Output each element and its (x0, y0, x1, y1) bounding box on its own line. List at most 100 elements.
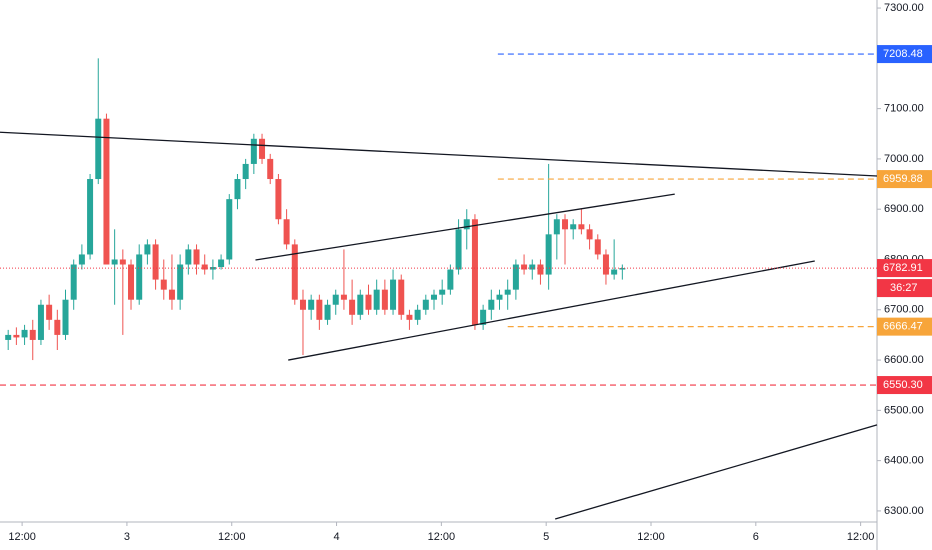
x-tick-label: 5 (543, 531, 549, 543)
candle-body (545, 234, 552, 275)
candle-body (340, 294, 347, 300)
candle-body (562, 219, 569, 230)
trend-line (555, 424, 878, 520)
candle-body (242, 163, 249, 180)
price-tag-label: 6782.91 (883, 262, 923, 274)
candle-body (447, 269, 454, 290)
candle-body (209, 267, 216, 270)
y-tick-label: 7300.00 (884, 2, 924, 14)
candle-body (471, 219, 478, 325)
y-tick-label: 6400.00 (884, 455, 924, 467)
candle-body (78, 254, 85, 265)
candle-body (406, 314, 413, 320)
candle-body (373, 289, 380, 310)
candle-body (586, 229, 593, 240)
candle-body (29, 329, 36, 340)
candle-body (422, 299, 429, 310)
candle-body (62, 299, 69, 335)
x-tick-label: 3 (124, 531, 130, 543)
candle-body (570, 224, 577, 230)
candle-body (349, 299, 356, 315)
candle-body (111, 259, 118, 265)
y-tick-label: 6500.00 (884, 404, 924, 416)
candle-body (291, 244, 298, 300)
countdown-label: 36:27 (890, 282, 918, 294)
candle-body (193, 249, 200, 265)
candle-body (5, 334, 12, 340)
price-tag-label: 6550.30 (883, 379, 923, 391)
candle-body (611, 269, 618, 275)
candle-body (308, 299, 315, 310)
candle-body (463, 219, 470, 230)
y-tick-label: 7000.00 (884, 153, 924, 165)
candle-body (168, 289, 175, 300)
price-tag (877, 170, 932, 189)
candle-body (160, 279, 167, 290)
candle-body (46, 304, 53, 320)
candle-body (13, 334, 20, 338)
candle-body (152, 244, 159, 280)
candle-body (594, 239, 601, 255)
candle-body (185, 249, 192, 265)
candle-body (439, 289, 446, 295)
candle-body (283, 219, 290, 245)
x-tick-label: 12:00 (218, 531, 246, 543)
trend-line (0, 131, 878, 177)
price-tag (877, 259, 932, 278)
candle-body (365, 294, 372, 310)
candle-body (54, 319, 61, 335)
x-tick-label: 6 (753, 531, 759, 543)
countdown-tag (877, 279, 932, 298)
candle-body (553, 219, 560, 235)
candle-body (537, 264, 544, 275)
candle-body (578, 224, 585, 230)
candle-body (37, 304, 44, 340)
candle-body (275, 179, 282, 220)
x-tick-label: 12:00 (637, 531, 665, 543)
candle-body (316, 299, 323, 320)
trend-line (255, 193, 675, 261)
candle-body (512, 264, 519, 290)
candle-body (521, 264, 528, 270)
candle-body (332, 294, 339, 305)
candle-body (496, 294, 503, 300)
candle-body (201, 264, 208, 270)
price-tag (877, 317, 932, 336)
y-tick-label: 6600.00 (884, 354, 924, 366)
x-tick-label: 4 (333, 531, 339, 543)
candle-body (299, 299, 306, 310)
y-tick-label: 7100.00 (884, 103, 924, 115)
candle-body (504, 289, 511, 295)
candle-body (226, 199, 233, 260)
candle-body (602, 254, 609, 275)
candle-body (103, 118, 110, 265)
candle-body (136, 254, 143, 300)
candle-body (398, 279, 405, 315)
candle-body (381, 289, 388, 310)
trend-line (288, 260, 815, 361)
candle-body (119, 259, 126, 265)
candle-body (480, 309, 487, 325)
x-tick-label: 12:00 (847, 531, 875, 543)
candle-body (21, 329, 28, 338)
x-tick-label: 12:00 (428, 531, 456, 543)
candle-body (87, 179, 94, 255)
candle-body (430, 294, 437, 300)
candle-body (177, 264, 184, 300)
candle-body (267, 158, 274, 180)
y-tick-label: 6900.00 (884, 203, 924, 215)
candle-body (324, 304, 331, 320)
candle-body (128, 264, 135, 300)
candle-body (95, 118, 102, 180)
candle-body (234, 179, 241, 200)
candle-body (70, 264, 77, 300)
candle-body (259, 138, 266, 159)
candle-body (390, 279, 397, 310)
candle-body (218, 259, 225, 268)
candle-body (529, 264, 536, 270)
price-tag-label: 7208.48 (883, 48, 923, 60)
y-tick-label: 6700.00 (884, 304, 924, 316)
price-tag (877, 376, 932, 395)
